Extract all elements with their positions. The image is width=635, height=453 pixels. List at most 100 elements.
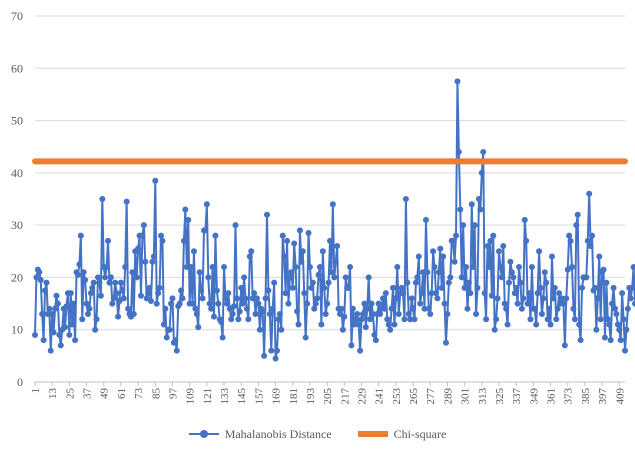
data-point: [322, 311, 329, 318]
data-point: [381, 305, 388, 312]
data-point: [467, 290, 474, 297]
data-point: [66, 331, 73, 338]
data-point: [441, 300, 448, 307]
data-point: [252, 311, 259, 318]
data-point: [574, 211, 581, 218]
data-point: [339, 326, 346, 333]
data-point: [537, 284, 544, 291]
data-point: [76, 261, 83, 268]
data-point: [319, 248, 326, 255]
data-point: [105, 237, 112, 244]
x-tick-label: 229: [357, 388, 369, 405]
data-point: [318, 321, 325, 328]
data-point: [430, 248, 437, 255]
data-point: [520, 295, 527, 302]
data-point: [347, 263, 354, 270]
data-point: [490, 232, 497, 239]
data-point: [408, 295, 415, 302]
data-point: [407, 316, 414, 323]
data-point: [387, 326, 394, 333]
data-point: [463, 263, 470, 270]
data-point: [262, 295, 269, 302]
data-point: [299, 248, 306, 255]
data-point: [440, 253, 447, 260]
data-point: [242, 295, 249, 302]
data-point: [483, 316, 490, 323]
y-tick-label: 60: [11, 61, 23, 75]
data-point: [324, 300, 331, 307]
data-point: [189, 300, 196, 307]
data-point: [89, 284, 96, 291]
data-point: [304, 300, 311, 307]
data-point: [146, 284, 153, 291]
legend-swatch-mahalanobis: [188, 428, 219, 440]
data-point: [367, 316, 374, 323]
data-point: [199, 295, 206, 302]
series-line: [34, 80, 635, 360]
data-point: [432, 290, 439, 297]
x-tick-label: 97: [167, 388, 179, 400]
data-point: [474, 284, 481, 291]
data-point: [179, 295, 186, 302]
data-point: [102, 274, 109, 281]
data-point: [405, 311, 412, 318]
x-tick-label: 169: [271, 388, 283, 405]
data-point: [180, 237, 187, 244]
data-point: [188, 263, 195, 270]
x-tick-label: 37: [82, 388, 94, 400]
data-point: [414, 274, 421, 281]
data-point: [235, 316, 242, 323]
data-point: [589, 232, 596, 239]
data-point: [54, 300, 61, 307]
data-point: [95, 274, 102, 281]
x-tick-label: 385: [580, 388, 592, 405]
data-point: [308, 284, 315, 291]
x-tick-label: 409: [614, 388, 626, 405]
data-point: [116, 297, 123, 304]
data-point: [487, 237, 494, 244]
data-point: [368, 300, 375, 307]
data-point: [521, 216, 528, 223]
data-point: [488, 292, 495, 299]
data-point: [70, 300, 77, 307]
x-axis: 1 13 25 37 49 61 73 85 97 109 121 133 145 157 169 181 19…: [30, 381, 626, 405]
data-point: [107, 274, 114, 281]
data-point: [611, 305, 618, 312]
data-point: [209, 263, 216, 270]
data-point: [431, 263, 438, 270]
data-point: [110, 295, 117, 302]
data-point: [351, 321, 358, 328]
legend-swatch-chi-square: [357, 428, 388, 440]
data-point: [352, 316, 359, 323]
data-point: [369, 311, 376, 318]
data-point: [411, 316, 418, 323]
data-point: [309, 279, 316, 286]
data-point: [622, 347, 628, 354]
data-point: [471, 222, 478, 229]
data-point: [198, 287, 205, 294]
data-point: [281, 253, 288, 260]
data-point: [514, 300, 521, 307]
data-point: [294, 308, 301, 315]
data-point: [421, 305, 428, 312]
data-point: [382, 290, 389, 297]
data-point: [143, 295, 150, 302]
data-point: [53, 292, 60, 299]
data-point: [196, 269, 203, 276]
data-point: [145, 290, 152, 297]
data-point: [392, 295, 399, 302]
data-point: [481, 290, 488, 297]
data-point: [57, 342, 64, 349]
data-point: [358, 316, 365, 323]
data-point: [422, 216, 429, 223]
data-point: [119, 287, 126, 294]
data-point: [388, 305, 395, 312]
data-point: [402, 196, 409, 202]
data-point: [480, 148, 487, 155]
data-point: [543, 279, 550, 286]
data-point: [624, 305, 631, 312]
data-point: [213, 287, 220, 294]
y-axis: 0 10 20 30 40 50 60 70: [11, 9, 23, 389]
data-point: [190, 248, 197, 255]
data-point: [554, 305, 561, 312]
